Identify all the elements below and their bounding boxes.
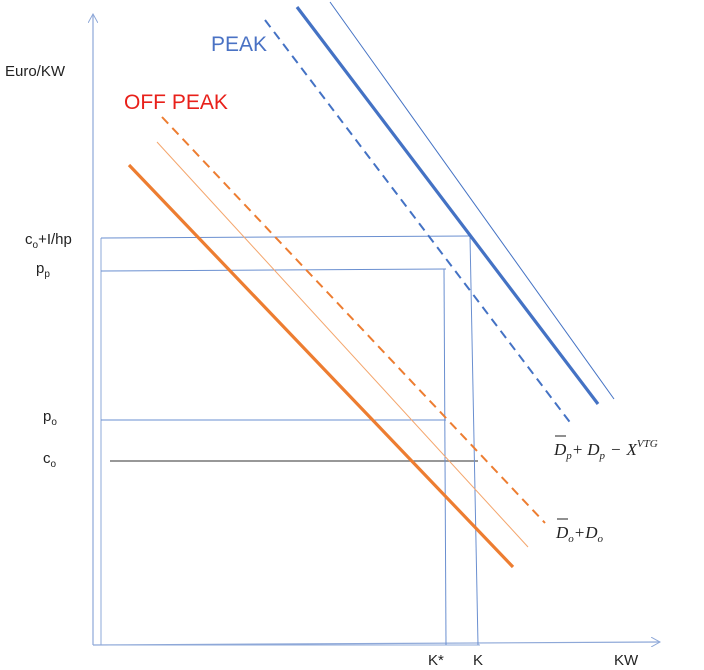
tick-c-o: co	[43, 450, 57, 470]
tick-k-star: K*	[428, 652, 444, 669]
peak-title: PEAK	[211, 33, 267, 56]
peak-demand-thick	[295, 6, 600, 405]
off-peak-title: OFF PEAK	[124, 91, 228, 114]
peak-demand-dashed	[264, 19, 573, 426]
off-peak-demand-dashed	[161, 116, 546, 524]
peak-demand-thin	[329, 1, 615, 400]
peak-curve-label: Dp+ Dp − XVTG	[553, 435, 658, 462]
svg-text:Dp+Dp−XVTG: Dp+ Dp − XVTG	[553, 438, 658, 462]
guide-c-hp	[100, 235, 471, 239]
tick-k: K	[473, 652, 483, 669]
tick-p-p: pp	[36, 260, 50, 280]
guide-k	[469, 235, 479, 646]
y-axis-label: Euro/KW	[5, 63, 66, 80]
guide-p-p	[100, 268, 447, 272]
off-peak-demand-thin	[156, 141, 529, 548]
x-axis-label: KW	[614, 652, 639, 669]
tick-p-o: po	[43, 408, 57, 428]
off-peak-demand-thick	[127, 163, 515, 569]
svg-text:Do+Do: Do+Do	[555, 523, 604, 545]
off-peak-curve-label: Do+Do	[555, 518, 604, 545]
tick-c-hp: co+I/hp	[25, 231, 72, 251]
